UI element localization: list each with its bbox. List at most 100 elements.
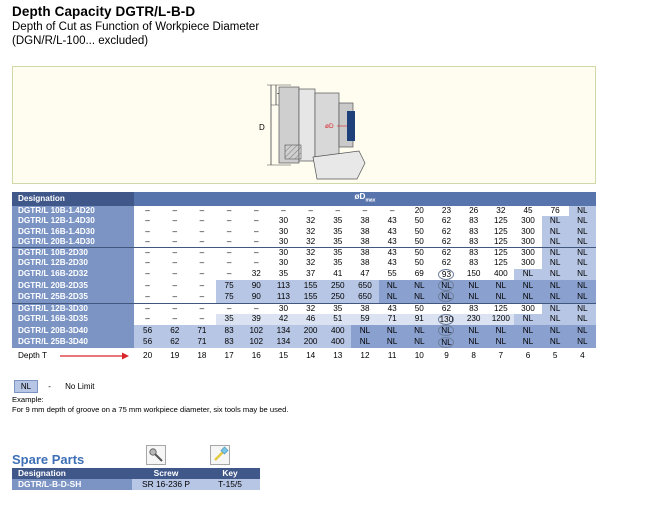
table-cell: NL (541, 336, 569, 348)
spare-designation: DGTR/L-B-D-SH (12, 479, 132, 490)
table-cell: 32 (297, 216, 325, 227)
table-cell: NL (568, 236, 596, 248)
legend-text: No Limit (65, 382, 95, 391)
table-cell: 35 (215, 313, 243, 326)
designation-header: Designation (12, 192, 134, 206)
table-cell: NL (405, 291, 433, 304)
table-cell: 134 (269, 325, 298, 337)
table-cell: NL (378, 291, 406, 304)
table-cell: 35 (324, 226, 352, 237)
table-cell: – (188, 205, 216, 217)
highlight-circle: NL (438, 291, 455, 303)
table-cell: NL (460, 325, 488, 337)
example-text: For 9 mm depth of groove on a 75 mm work… (12, 404, 289, 414)
example-heading: Example: (12, 395, 44, 404)
depth-value: 9 (432, 347, 461, 364)
table-cell: – (134, 205, 162, 217)
table-cell: 200 (297, 325, 325, 337)
row-designation: DGTR/L 10B-1.4D20 (12, 205, 134, 217)
spare-row: DGTR/L-B-D-SH SR 16-236 P T-15/5 (12, 479, 260, 490)
spare-header-designation: Designation (12, 468, 132, 479)
table-cell: 1200 (487, 313, 515, 326)
table-cell: – (215, 302, 243, 314)
table-cell: NL (378, 336, 406, 348)
table-cell: 45 (514, 205, 542, 217)
depth-value: 10 (405, 347, 433, 364)
table-cell: – (188, 226, 216, 237)
table-cell: NL (378, 280, 406, 292)
table-cell: 200 (297, 336, 325, 348)
table-cell: 38 (351, 302, 379, 314)
depth-value: 19 (161, 347, 189, 364)
table-cell: 83 (460, 302, 488, 314)
table-cell: 62 (161, 325, 189, 337)
table-cell: NL (568, 291, 596, 304)
table-cell: – (297, 205, 325, 217)
table-cell: 71 (378, 313, 406, 326)
table-cell: 90 (242, 280, 270, 292)
od-label: øD (354, 192, 366, 201)
table-cell: – (161, 302, 189, 314)
row-designation: DGTR/L 16B-3D35 (12, 313, 134, 326)
depth-value: 11 (378, 347, 406, 364)
table-cell: 30 (269, 236, 298, 248)
table-cell: 30 (269, 226, 298, 237)
depth-value: 15 (269, 347, 298, 364)
table-cell: NL (514, 325, 542, 337)
table-cell: NL (405, 336, 433, 348)
table-cell: 400 (324, 336, 352, 348)
table-cell: 250 (324, 280, 352, 292)
table-cell: 134 (269, 336, 298, 348)
table-cell: NL (568, 302, 596, 314)
label-od: øD (325, 123, 334, 130)
table-cell: 50 (405, 258, 433, 269)
table-cell: NL (460, 336, 488, 348)
row-designation: DGTR/L 16B-2D32 (12, 268, 134, 281)
table-row: DGTR/L 16B-2D32– – – –32 35 37 41 47 55 69 93 150 40… (12, 268, 596, 281)
table-cell: NL (568, 258, 596, 269)
table-cell: – (134, 216, 162, 227)
table-cell: 300 (514, 247, 542, 259)
table-cell: NL (541, 226, 569, 237)
table-cell: – (188, 236, 216, 248)
table-cell: 69 (405, 268, 433, 281)
table-cell: 125 (487, 247, 515, 259)
table-cell: – (188, 280, 216, 292)
table-cell: 62 (432, 258, 461, 269)
table-cell: – (134, 268, 162, 281)
table-cell: NL (541, 258, 569, 269)
table-cell: NL (568, 247, 596, 259)
table-cell: 83 (460, 247, 488, 259)
table-cell: 20 (405, 205, 433, 217)
table-row: DGTR/L 20B-1.4D30– – – – –30 32 35 38 43 50 62 83 12… (12, 236, 596, 248)
table-cell: 30 (269, 247, 298, 259)
table-cell: – (215, 216, 243, 227)
spare-parts-title: Spare Parts (12, 452, 85, 467)
table-cell: – (188, 216, 216, 227)
table-cell: NL (514, 313, 542, 326)
table-cell: NL (378, 325, 406, 337)
table-cell: 32 (297, 247, 325, 259)
table-cell: – (215, 247, 243, 259)
table-cell: 102 (242, 336, 270, 348)
depth-value: 4 (568, 347, 596, 364)
table-cell: 113 (269, 291, 298, 304)
table-cell: – (215, 236, 243, 248)
table-cell: 35 (324, 216, 352, 227)
spare-header-row: Designation Screw Key (12, 468, 260, 479)
row-designation: DGTR/L 20B-2D35 (12, 280, 134, 292)
table-cell: 46 (297, 313, 325, 326)
label-d: D (259, 123, 265, 132)
row-designation: DGTR/L 25B-3D40 (12, 336, 134, 348)
table-cell: NL (541, 236, 569, 248)
groove-diagram-svg: T D øD (259, 84, 366, 180)
table-cell: – (134, 302, 162, 314)
table-cell: NL (405, 280, 433, 292)
row-designation: DGTR/L 20B-3D40 (12, 325, 134, 337)
table-cell: 93 (432, 268, 461, 281)
table-cell: 43 (378, 236, 406, 248)
table-cell: 400 (324, 325, 352, 337)
table-cell: 83 (460, 216, 488, 227)
table-cell: – (161, 313, 189, 326)
table-cell: NL (351, 336, 379, 348)
